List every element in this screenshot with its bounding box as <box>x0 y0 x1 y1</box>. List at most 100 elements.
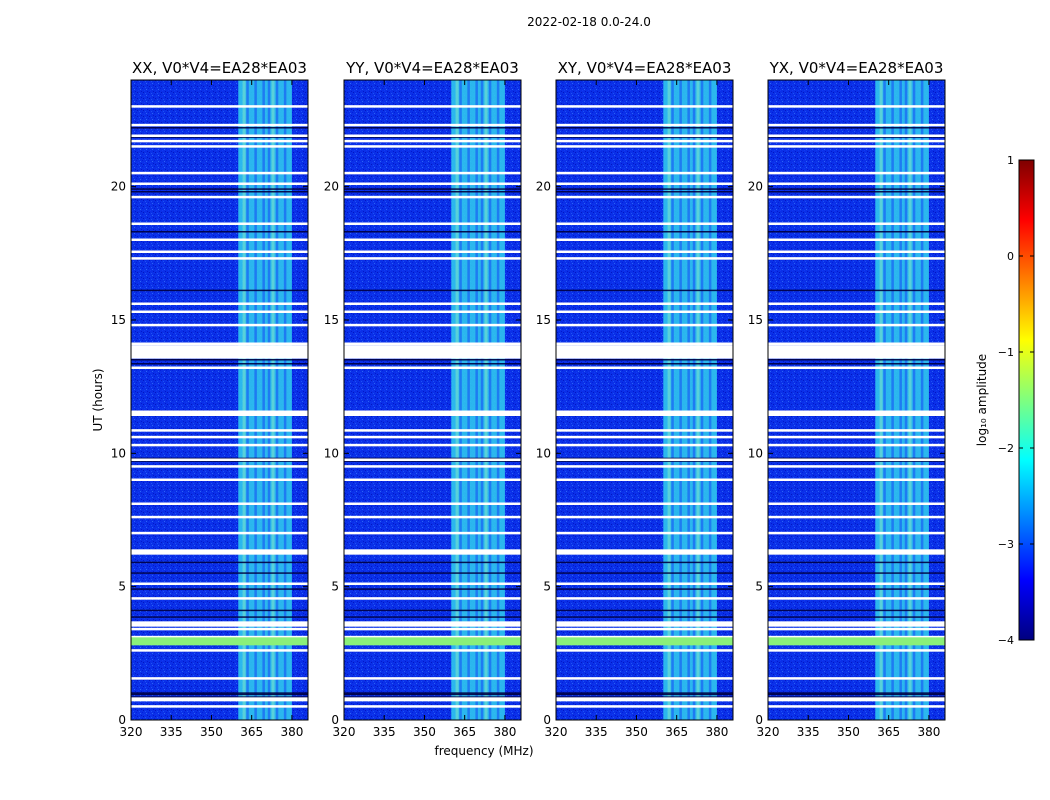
flagged-row <box>556 139 733 143</box>
dark-row <box>768 289 945 292</box>
x-tick-label: 320 <box>757 725 780 739</box>
y-axis-label: UT (hours) <box>91 368 105 431</box>
colorbar-tick-label: 1 <box>1007 154 1014 167</box>
dark-row <box>131 188 308 190</box>
flagged-row <box>556 458 733 461</box>
x-tick-label: 380 <box>493 725 516 739</box>
dark-row <box>556 460 733 462</box>
colorbar-tick-label: −2 <box>998 442 1014 455</box>
flagged-row <box>556 366 733 369</box>
flagged-row <box>344 222 521 225</box>
flagged-row <box>344 515 521 519</box>
flagged-row <box>556 677 733 680</box>
flagged-row <box>768 478 945 481</box>
waterfall-panel: XY, V0*V4=EA28*EA03 320 335 350 365 380 0 5 10 15… <box>536 59 734 739</box>
flagged-row <box>768 705 945 708</box>
dark-row <box>344 696 521 698</box>
flagged-row <box>556 597 733 600</box>
flagged-row <box>344 250 521 253</box>
flagged-row <box>556 635 733 639</box>
flagged-row <box>556 429 733 432</box>
dark-row <box>556 561 733 564</box>
panels: XX, V0*V4=EA28*EA03 320 335 350 365 380 0 5 10 15… <box>111 59 946 739</box>
flagged-row <box>131 342 308 345</box>
waterfall-panel: XX, V0*V4=EA28*EA03 320 335 350 365 380 0 5 10 15… <box>111 59 309 739</box>
flagged-row <box>131 465 308 468</box>
dark-row <box>768 359 945 361</box>
rfi-channel-line <box>496 80 500 720</box>
dark-row <box>131 231 308 233</box>
x-tick-label: 365 <box>453 725 476 739</box>
flagged-row <box>131 134 308 137</box>
rfi-channel-line <box>480 80 484 720</box>
dark-row <box>556 692 733 694</box>
rfi-channel-line <box>488 80 492 720</box>
flagged-row <box>556 257 733 260</box>
y-tick-label: 15 <box>748 313 763 327</box>
flagged-row <box>131 323 308 327</box>
dark-row <box>768 460 945 462</box>
dark-row <box>768 457 945 460</box>
y-tick-label: 0 <box>543 713 551 727</box>
flagged-row <box>344 435 521 439</box>
dark-row <box>768 188 945 190</box>
rfi-channel-line <box>254 80 257 720</box>
flagged-row <box>344 582 521 585</box>
bright-row <box>131 637 308 646</box>
flagged-row <box>556 465 733 468</box>
flagged-row <box>131 531 308 535</box>
flagged-row <box>344 597 521 600</box>
x-tick-label: 320 <box>120 725 143 739</box>
dark-row <box>768 363 945 365</box>
dark-row <box>556 231 733 233</box>
dark-row <box>131 561 308 564</box>
dark-row <box>556 572 733 574</box>
dark-row <box>344 561 521 564</box>
panel-title: YY, V0*V4=EA28*EA03 <box>345 59 519 77</box>
flagged-row <box>344 502 521 505</box>
flagged-row <box>556 182 733 185</box>
flagged-row <box>556 105 733 108</box>
dark-row <box>344 363 521 365</box>
x-tick-label: 380 <box>280 725 303 739</box>
flagged-row <box>131 443 308 447</box>
flagged-row <box>768 139 945 143</box>
x-tick-label: 365 <box>877 725 900 739</box>
colorbar-label: log₁₀ amplitude <box>975 354 989 446</box>
flagged-row <box>344 366 521 369</box>
flagged-row <box>556 134 733 137</box>
flagged-row <box>131 195 308 199</box>
rfi-bright-channel <box>667 80 671 720</box>
flagged-row <box>768 238 945 241</box>
flagged-row <box>344 627 521 631</box>
rfi-channel-line <box>687 80 690 720</box>
x-tick-label: 320 <box>333 725 356 739</box>
flagged-row <box>344 171 521 175</box>
y-tick-label: 15 <box>324 313 339 327</box>
rfi-channel-line <box>883 80 886 720</box>
rfi-bright-channel <box>455 80 459 720</box>
flagged-row <box>556 705 733 708</box>
dark-row <box>768 191 945 193</box>
dark-row <box>131 457 308 460</box>
dark-row <box>344 188 521 190</box>
rfi-channel-line <box>692 80 696 720</box>
bright-row <box>768 637 945 646</box>
flagged-row <box>768 323 945 327</box>
y-tick-label: 0 <box>331 713 339 727</box>
x-tick-label: 335 <box>797 725 820 739</box>
rfi-bright-channel <box>271 80 275 720</box>
colorbar: 1 0 −1 −2 −3 −4 log₁₀ amplitude <box>975 154 1035 647</box>
dark-row <box>768 127 945 129</box>
flagged-row <box>344 310 521 313</box>
dark-row <box>556 616 733 618</box>
colorbar-tick-label: −3 <box>998 538 1014 551</box>
flagged-row <box>131 635 308 639</box>
x-tick-label: 380 <box>705 725 728 739</box>
y-tick-label: 10 <box>111 446 126 460</box>
flagged-row <box>768 635 945 639</box>
figure-suptitle: 2022-02-18 0.0-24.0 <box>527 15 651 29</box>
flagged-row <box>344 182 521 185</box>
flagged-row <box>768 582 945 585</box>
flagged-row <box>344 139 521 143</box>
